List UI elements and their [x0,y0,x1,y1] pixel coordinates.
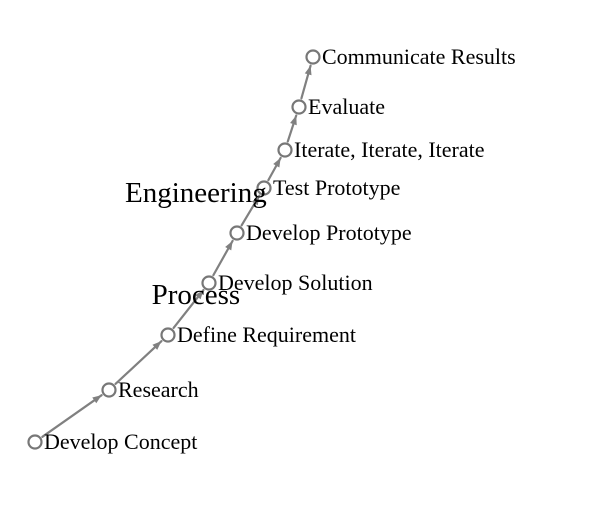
step-label: Define Requirement [177,322,356,348]
step-label: Develop Prototype [246,220,412,246]
step-label: Communicate Results [322,44,516,70]
title-line-1: Engineering [125,176,267,210]
step-label: Develop Concept [44,429,197,455]
step-label: Iterate, Iterate, Iterate [294,137,485,163]
step-label: Research [118,377,199,403]
step-label: Test Prototype [273,175,400,201]
step-label: Evaluate [308,94,385,120]
step-label: Develop Solution [218,270,373,296]
